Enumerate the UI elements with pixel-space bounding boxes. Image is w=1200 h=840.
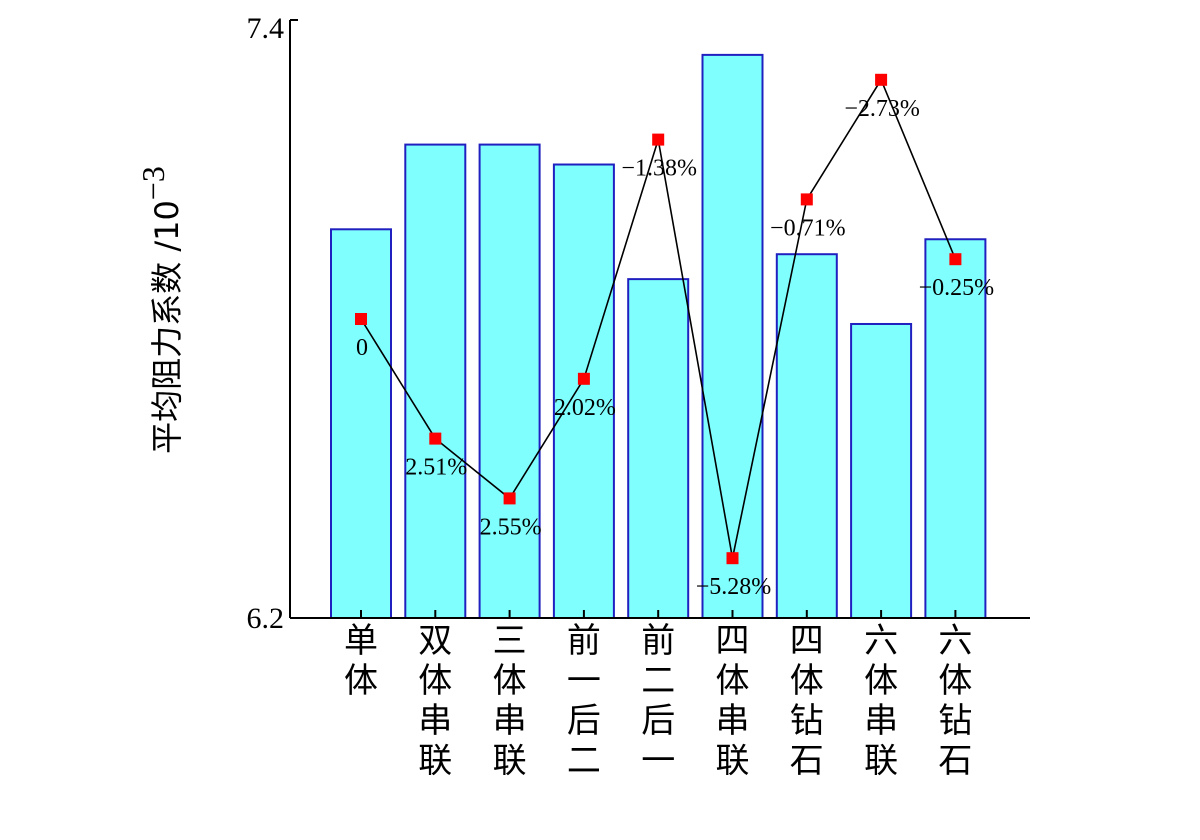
x-tick-label: 一: [641, 741, 675, 781]
x-tick-label: 石: [938, 741, 972, 781]
x-tick-label: 串: [418, 701, 452, 741]
x-tick-label: 串: [493, 701, 527, 741]
x-tick-label: 联: [493, 741, 527, 781]
bar: [404, 143, 467, 619]
x-tick-label: 体: [864, 661, 898, 701]
x-tick-label: 二: [567, 741, 601, 781]
bar: [701, 53, 764, 619]
x-tick-label: 前: [567, 621, 601, 661]
bar-series: [330, 53, 987, 620]
data-label: 2.51%: [405, 455, 467, 481]
x-tick-label: 钻: [938, 701, 972, 741]
line-marker: [503, 492, 516, 505]
line-marker: [429, 432, 442, 445]
y-tick-label-top: 7.4: [247, 12, 285, 45]
line-marker: [726, 552, 739, 565]
data-label: 2.02%: [554, 395, 616, 421]
x-tick-label: 一: [567, 661, 601, 701]
x-tick-label: 后: [641, 701, 675, 741]
x-tick-label: 四: [790, 621, 824, 661]
x-tick-label: 体: [493, 661, 527, 701]
bar: [552, 163, 615, 619]
x-tick-label: 六: [938, 621, 972, 661]
x-tick-label: 前: [641, 621, 675, 661]
line-marker: [577, 372, 590, 385]
data-label: −0.25%: [919, 275, 995, 301]
bar: [478, 143, 541, 619]
data-label: 0: [356, 335, 368, 361]
bar: [850, 322, 913, 619]
x-tick-label: 联: [864, 741, 898, 781]
line-marker: [800, 193, 813, 206]
x-tick-label: 后: [567, 701, 601, 741]
x-tick-label: 钻: [790, 701, 824, 741]
x-tick-label: 联: [418, 741, 452, 781]
line-marker: [652, 133, 665, 146]
x-tick-label: 双: [418, 621, 452, 661]
data-label: 2.55%: [480, 514, 542, 540]
x-ticks: [360, 610, 957, 618]
x-tick-label: 二: [641, 661, 675, 701]
data-label: −0.71%: [770, 215, 846, 241]
y-axis-label-text: 平均阻力系数 /10: [148, 200, 186, 454]
line-series: 0 2.51% 2.55% 2.02% −1.38% −5.28% −0.71% −2.73%…: [355, 73, 995, 600]
x-tick-label: 串: [716, 701, 750, 741]
bar: [775, 253, 838, 619]
x-tick-label: 体: [716, 661, 750, 701]
bar: [627, 278, 690, 619]
data-label: −2.73%: [844, 96, 920, 122]
x-tick-label: 四: [716, 621, 750, 661]
x-tick-label: 体: [344, 661, 378, 701]
data-label: −5.28%: [696, 574, 772, 600]
y-axis-label: 平均阻力系数 /10−3: [135, 166, 186, 454]
y-axis-label-exponent: −3: [135, 166, 171, 200]
axes: 7.4 6.2: [247, 12, 1030, 635]
x-tick-label: 联: [716, 741, 750, 781]
x-tick-label: 三: [493, 621, 527, 661]
x-tick-label: 体: [938, 661, 972, 701]
line-marker: [355, 313, 367, 325]
data-label: −1.38%: [621, 156, 697, 182]
x-tick-label: 串: [864, 701, 898, 741]
x-tick-label: 体: [418, 661, 452, 701]
x-tick-label: 六: [864, 621, 898, 661]
x-tick-label: 体: [790, 661, 824, 701]
line-marker: [875, 73, 888, 86]
line-marker: [949, 253, 962, 266]
y-tick-label-bottom: 6.2: [247, 602, 285, 635]
bar: [330, 228, 392, 620]
x-tick-label: 单: [344, 621, 378, 661]
x-tick-label: 石: [790, 741, 824, 781]
